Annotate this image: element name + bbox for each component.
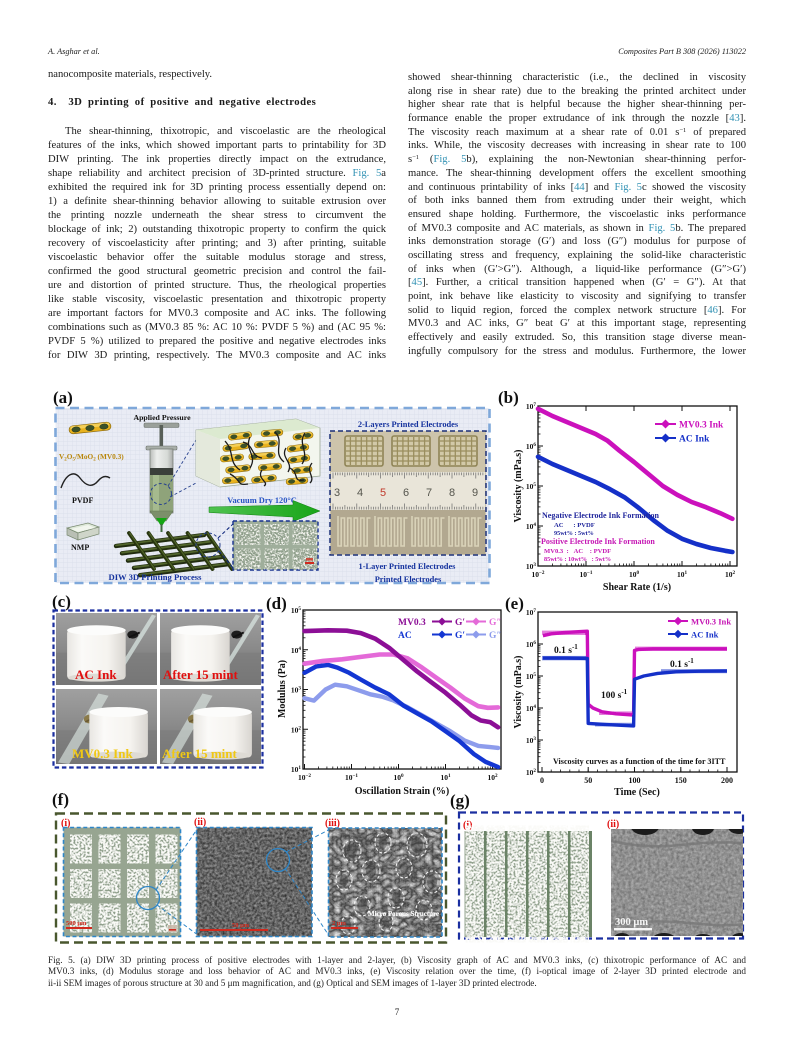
svg-text:7: 7 <box>426 487 432 499</box>
svg-text:2-Layers Printed Electrodes: 2-Layers Printed Electrodes <box>358 420 459 429</box>
svg-text:102: 102 <box>291 725 302 734</box>
svg-text:Viscosity (mPa.s): Viscosity (mPa.s) <box>513 656 524 729</box>
svg-text:6: 6 <box>403 487 409 499</box>
svg-text:Viscosity curves as a function: Viscosity curves as a function of the ti… <box>553 757 726 766</box>
svg-text:AC : PVDF: AC : PVDF <box>554 522 595 529</box>
svg-text:Micro Porous Structure: Micro Porous Structure <box>368 910 439 918</box>
svg-text:100: 100 <box>629 570 640 579</box>
svg-text:10−2: 10−2 <box>531 570 544 579</box>
svg-text:8: 8 <box>449 487 455 499</box>
svg-text:After 15 mint: After 15 mint <box>163 667 239 682</box>
svg-text:Applied Pressure: Applied Pressure <box>133 413 191 422</box>
svg-text:5: 5 <box>380 487 386 499</box>
svg-text:MV0.3 Ink: MV0.3 Ink <box>691 617 731 627</box>
svg-text:102: 102 <box>487 773 498 782</box>
svg-text:MV0.3: MV0.3 <box>398 618 426 628</box>
svg-text:(b): (b) <box>498 388 519 407</box>
svg-text:107: 107 <box>526 608 537 617</box>
svg-text:0: 0 <box>540 776 544 785</box>
svg-text:9: 9 <box>472 487 478 499</box>
svg-text:G″: G″ <box>489 631 502 641</box>
svg-text:G′: G′ <box>455 618 465 628</box>
svg-text:Positive Electrode Ink Formati: Positive Electrode Ink Formation <box>541 537 655 546</box>
svg-text:101: 101 <box>677 570 688 579</box>
svg-text:103: 103 <box>526 736 537 745</box>
svg-text:100: 100 <box>393 773 404 782</box>
svg-text:(c): (c) <box>52 592 71 611</box>
svg-text:(ii): (ii) <box>607 819 619 830</box>
svg-text:AC Ink: AC Ink <box>75 667 117 682</box>
svg-text:105: 105 <box>526 672 537 681</box>
svg-text:101: 101 <box>291 765 302 774</box>
svg-text:106: 106 <box>526 640 537 649</box>
svg-text:(f): (f) <box>52 790 69 809</box>
svg-text:(i): (i) <box>463 820 472 831</box>
svg-text:After 15 mint: After 15 mint <box>162 746 238 761</box>
svg-text:Time (Sec): Time (Sec) <box>614 787 660 798</box>
svg-text:100: 100 <box>629 776 641 785</box>
svg-text:MV0.3 : AC : PVDF: MV0.3 : AC : PVDF <box>544 548 611 555</box>
svg-text:G″: G″ <box>489 618 502 628</box>
svg-text:50 μm: 50 μm <box>232 922 250 929</box>
svg-text:DIW 3D Printing Process: DIW 3D Printing Process <box>108 572 202 582</box>
svg-text:4: 4 <box>357 487 363 499</box>
svg-text:(e): (e) <box>505 594 524 613</box>
svg-text:2 μm: 2 μm <box>332 920 347 927</box>
svg-text:Viscosity (mPa.s): Viscosity (mPa.s) <box>513 450 524 523</box>
svg-text:AC: AC <box>398 631 412 641</box>
svg-text:105: 105 <box>291 606 302 615</box>
svg-text:(ii): (ii) <box>194 817 206 828</box>
svg-text:103: 103 <box>526 562 537 571</box>
svg-text:106: 106 <box>526 442 537 451</box>
svg-text:AC Ink: AC Ink <box>679 435 710 445</box>
svg-text:MV0.3 Ink: MV0.3 Ink <box>679 421 724 431</box>
svg-text:Modulus (Pa): Modulus (Pa) <box>277 660 288 718</box>
svg-text:500 μm: 500 μm <box>66 920 87 927</box>
svg-text:10−1: 10−1 <box>579 570 592 579</box>
svg-text:3: 3 <box>334 487 340 499</box>
svg-text:50: 50 <box>584 776 592 785</box>
svg-text:NMP: NMP <box>71 543 89 552</box>
svg-text:200: 200 <box>721 776 733 785</box>
svg-text:104: 104 <box>526 522 537 531</box>
svg-text:(d): (d) <box>266 594 287 613</box>
svg-text:(g): (g) <box>450 791 470 810</box>
svg-text:300 μm: 300 μm <box>615 917 648 928</box>
svg-text:100 s-1: 100 s-1 <box>601 688 628 701</box>
svg-text:95wt% : 5wt%: 95wt% : 5wt% <box>554 530 594 537</box>
svg-text:Vacuum Dry 120°C: Vacuum Dry 120°C <box>227 496 297 505</box>
svg-text:(a): (a) <box>53 388 73 407</box>
svg-text:Negative Electrode Ink Formati: Negative Electrode Ink Formation <box>542 511 659 520</box>
svg-text:Shear Rate (1/s): Shear Rate (1/s) <box>603 582 671 593</box>
svg-text:Printed Electrodes: Printed Electrodes <box>375 575 442 584</box>
svg-text:104: 104 <box>291 646 302 655</box>
svg-text:PVDF: PVDF <box>72 496 93 505</box>
svg-text:1-Layer Printed Electrodes: 1-Layer Printed Electrodes <box>359 562 457 571</box>
svg-text:10−2: 10−2 <box>298 773 311 782</box>
svg-text:MV0.3 Ink: MV0.3 Ink <box>72 746 133 761</box>
svg-text:101: 101 <box>440 773 451 782</box>
svg-text:104: 104 <box>526 704 537 713</box>
svg-text:10−1: 10−1 <box>345 773 358 782</box>
svg-text:103: 103 <box>291 686 302 695</box>
svg-text:G′: G′ <box>455 631 465 641</box>
svg-text:102: 102 <box>725 570 736 579</box>
svg-text:(iii): (iii) <box>325 818 340 829</box>
svg-text:85wt% : 10wt% : 5wt%: 85wt% : 10wt% : 5wt% <box>544 556 611 563</box>
svg-text:102: 102 <box>526 768 537 777</box>
svg-text:107: 107 <box>526 402 537 411</box>
svg-text:AC Ink: AC Ink <box>691 630 719 640</box>
svg-text:V2O5/MoO2 (MV0.3): V2O5/MoO2 (MV0.3) <box>59 452 124 463</box>
svg-text:105: 105 <box>526 482 537 491</box>
svg-text:Oscillation Strain (%): Oscillation Strain (%) <box>355 786 449 797</box>
svg-text:(i): (i) <box>61 818 70 829</box>
svg-text:150: 150 <box>675 776 687 785</box>
